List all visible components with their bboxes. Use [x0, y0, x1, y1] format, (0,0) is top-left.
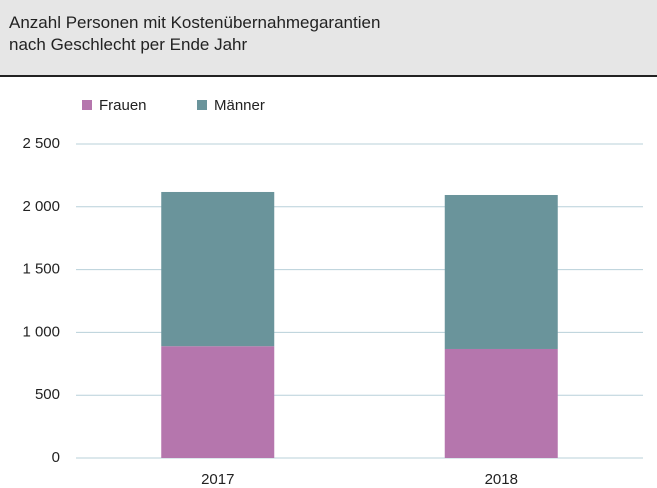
x-tick-label: 2017: [201, 471, 234, 488]
y-tick-label: 2 500: [22, 135, 60, 152]
x-tick-label: 2018: [485, 471, 518, 488]
y-tick-label: 0: [52, 449, 60, 466]
legend-label: Männer: [214, 97, 265, 114]
chart-title: nach Geschlecht per Ende Jahr: [9, 35, 248, 54]
bar-segment: [444, 348, 558, 458]
legend-swatch: [82, 100, 92, 110]
y-tick-label: 500: [35, 386, 60, 403]
legend-label: Frauen: [99, 97, 147, 114]
title-box: Anzahl Personen mit Kostenübernahmegaran…: [0, 0, 657, 77]
bar-segment: [161, 346, 275, 458]
bar-segment: [444, 194, 558, 349]
chart-title: Anzahl Personen mit Kostenübernahmegaran…: [9, 13, 381, 32]
y-tick-label: 1 000: [22, 323, 60, 340]
y-tick-label: 1 500: [22, 261, 60, 278]
y-tick-label: 2 000: [22, 198, 60, 215]
bar-segment: [161, 191, 275, 347]
legend-swatch: [197, 100, 207, 110]
